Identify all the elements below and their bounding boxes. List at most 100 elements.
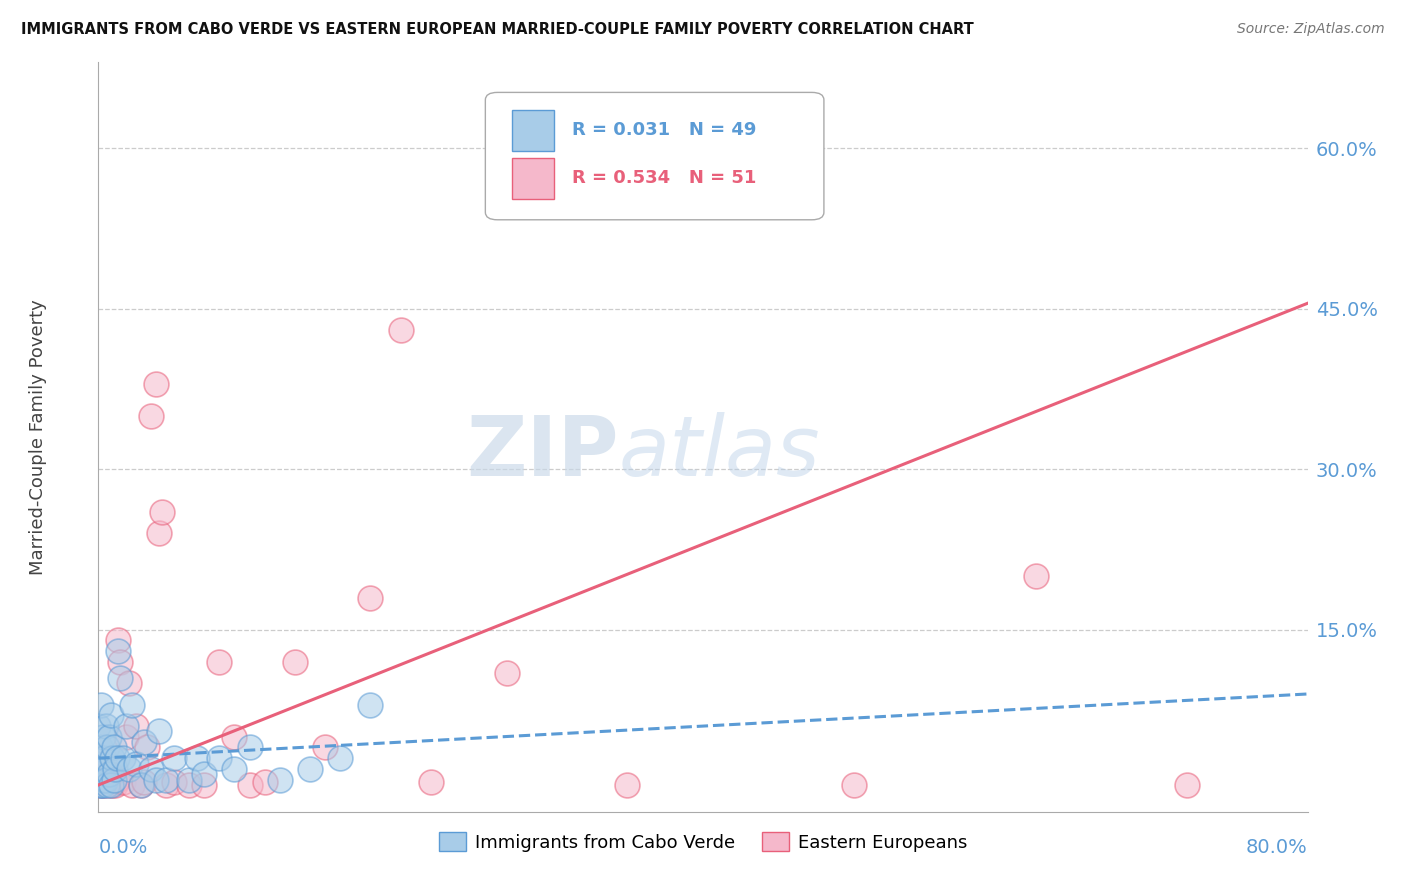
- Point: [495, 665, 517, 680]
- Point: [125, 719, 148, 733]
- Legend: Immigrants from Cabo Verde, Eastern Europeans: Immigrants from Cabo Verde, Eastern Euro…: [432, 825, 974, 859]
- Point: [89, 778, 111, 792]
- Point: [93, 751, 115, 765]
- Point: [98, 767, 121, 781]
- Point: [94, 772, 117, 787]
- Point: [114, 719, 136, 733]
- Point: [108, 671, 131, 685]
- Point: [239, 740, 262, 755]
- Point: [93, 772, 115, 787]
- Point: [253, 774, 276, 789]
- Point: [121, 778, 143, 792]
- Point: [107, 644, 129, 658]
- Point: [91, 762, 114, 776]
- Point: [98, 730, 121, 744]
- Point: [420, 774, 443, 789]
- Point: [163, 751, 186, 765]
- Point: [132, 735, 155, 749]
- Point: [155, 778, 177, 792]
- Point: [193, 767, 215, 781]
- Point: [155, 772, 177, 787]
- Point: [89, 762, 111, 776]
- Point: [208, 751, 231, 765]
- Point: [87, 774, 110, 789]
- Point: [87, 719, 110, 733]
- Point: [132, 774, 155, 789]
- Point: [150, 505, 173, 519]
- Point: [389, 323, 412, 337]
- Text: R = 0.031   N = 49: R = 0.031 N = 49: [572, 121, 756, 139]
- Point: [90, 772, 112, 787]
- Point: [118, 762, 141, 776]
- Point: [224, 730, 246, 744]
- Point: [269, 772, 291, 787]
- Point: [89, 767, 111, 781]
- Point: [148, 724, 170, 739]
- Point: [101, 751, 124, 765]
- Point: [148, 526, 170, 541]
- Point: [121, 698, 143, 712]
- Point: [186, 751, 208, 765]
- Point: [129, 778, 152, 792]
- FancyBboxPatch shape: [485, 93, 824, 219]
- Text: ZIP: ZIP: [465, 411, 619, 492]
- Point: [96, 740, 118, 755]
- Point: [616, 778, 638, 792]
- Point: [91, 730, 114, 744]
- Point: [90, 698, 112, 712]
- Point: [208, 655, 231, 669]
- Point: [141, 409, 163, 423]
- Point: [193, 778, 215, 792]
- Point: [90, 751, 112, 765]
- Point: [100, 708, 122, 723]
- Point: [101, 778, 124, 792]
- Point: [111, 751, 134, 765]
- Point: [89, 778, 111, 792]
- Point: [125, 756, 148, 771]
- Point: [224, 762, 246, 776]
- Point: [179, 772, 201, 787]
- Point: [91, 778, 114, 792]
- Point: [118, 676, 141, 690]
- Point: [96, 772, 118, 787]
- Point: [105, 751, 128, 765]
- Point: [163, 774, 186, 789]
- Point: [105, 772, 128, 787]
- Point: [90, 778, 112, 792]
- Point: [89, 740, 111, 755]
- Point: [104, 778, 127, 792]
- FancyBboxPatch shape: [512, 158, 554, 199]
- Text: Source: ZipAtlas.com: Source: ZipAtlas.com: [1237, 22, 1385, 37]
- Point: [94, 767, 117, 781]
- Point: [360, 698, 382, 712]
- Point: [100, 767, 122, 781]
- Point: [103, 772, 125, 787]
- Point: [100, 778, 122, 792]
- Text: R = 0.534   N = 51: R = 0.534 N = 51: [572, 169, 756, 187]
- Point: [145, 772, 167, 787]
- Point: [107, 633, 129, 648]
- Point: [94, 774, 117, 789]
- Point: [103, 774, 125, 789]
- Point: [1024, 569, 1046, 583]
- Text: Married-Couple Family Poverty: Married-Couple Family Poverty: [30, 299, 46, 575]
- Text: atlas: atlas: [619, 411, 820, 492]
- Point: [329, 751, 352, 765]
- Point: [91, 774, 114, 789]
- Point: [98, 778, 121, 792]
- Point: [145, 376, 167, 391]
- Point: [360, 591, 382, 605]
- Point: [93, 771, 115, 785]
- Point: [141, 762, 163, 776]
- Point: [179, 778, 201, 792]
- Point: [540, 194, 562, 209]
- Point: [103, 740, 125, 755]
- Point: [129, 778, 152, 792]
- Point: [114, 730, 136, 744]
- Point: [91, 778, 114, 792]
- Point: [299, 762, 322, 776]
- Point: [96, 778, 118, 792]
- Point: [1175, 778, 1198, 792]
- FancyBboxPatch shape: [512, 110, 554, 151]
- Point: [314, 740, 336, 755]
